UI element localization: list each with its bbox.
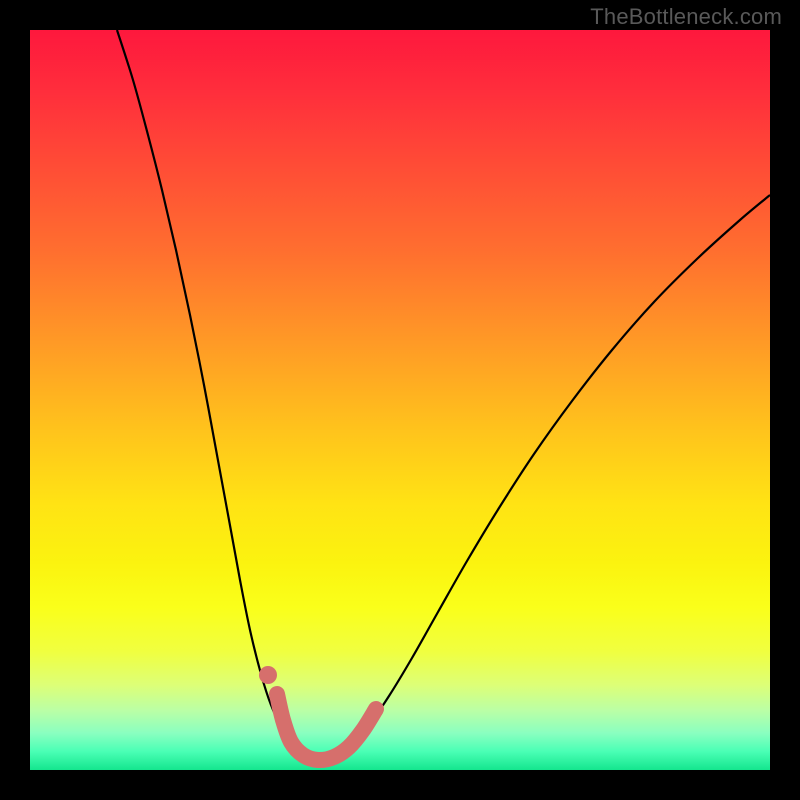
watermark-text: TheBottleneck.com bbox=[590, 4, 782, 30]
marker-dot bbox=[259, 666, 277, 684]
gradient-background bbox=[30, 30, 770, 770]
chart-svg bbox=[0, 0, 800, 800]
